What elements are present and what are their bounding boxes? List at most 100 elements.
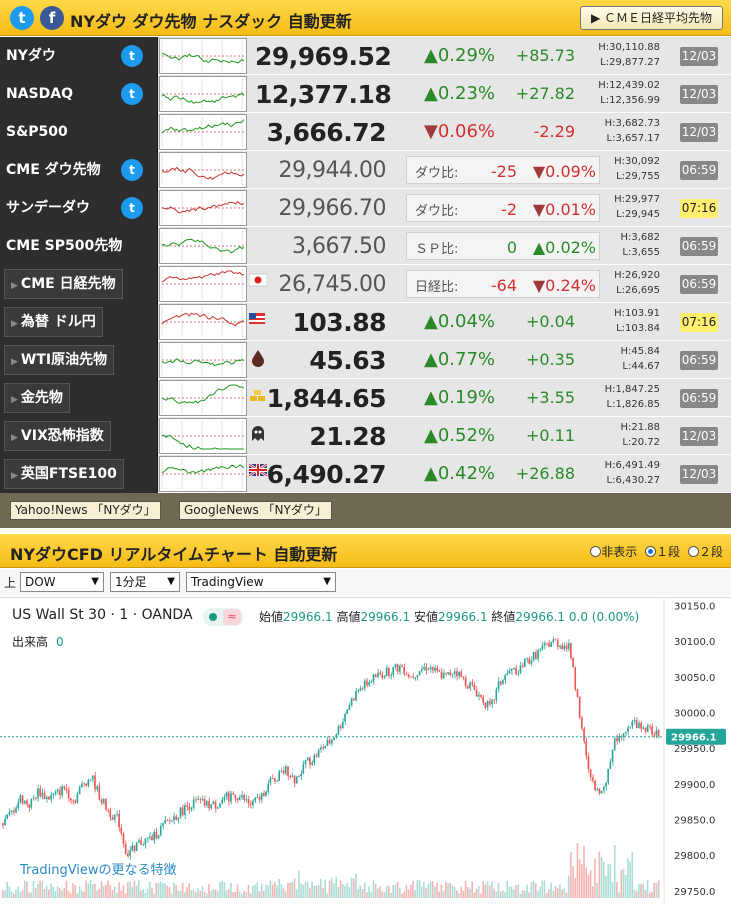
volume-bar (205, 893, 208, 898)
mini-chart[interactable] (159, 456, 247, 492)
radio-one-row[interactable] (645, 546, 657, 557)
market-name-cell[interactable]: CME ダウ先物 t (0, 151, 158, 189)
volume-bar (177, 890, 180, 898)
volume-bar (135, 885, 138, 898)
volume-bar (456, 890, 458, 898)
price-plot[interactable]: 29750.0 29800.0 29850.0 29900.0 29950.0 30000… (0, 598, 731, 904)
candle-body (513, 668, 515, 669)
y-tick-label: 29900.0 (674, 780, 715, 791)
volume-bar (401, 893, 403, 898)
candle-body (515, 668, 517, 675)
mini-chart[interactable] (159, 76, 247, 112)
market-name[interactable]: ▶ 金先物 (4, 383, 70, 413)
market-row[interactable]: サンデーダウ t 29,966.70 ダウ比: -2 ▼0.01% H:29,977 L:29… (0, 189, 731, 227)
market-row[interactable]: ▶ 金先物 1,844.65 ▲0.19% +3.55 H:1,847.25 L:1,826… (0, 379, 731, 417)
market-row[interactable]: NASDAQ t 12,377.18 ▲0.23% +27.82 H:12,439.02 L… (0, 75, 731, 113)
market-name-cell[interactable]: ▶ VIX恐怖指数 (0, 417, 158, 455)
market-name[interactable]: ▶ 為替 ドル円 (4, 307, 103, 337)
market-row[interactable]: ▶ CME 日経先物 26,745.00 日経比: -64 ▼0.24% H:26,920 L… (0, 265, 731, 303)
market-name-cell[interactable]: NASDAQ t (0, 75, 158, 113)
volume-bar (436, 882, 438, 898)
market-name-cell[interactable]: ▶ CME 日経先物 (0, 265, 158, 303)
volume-bar (464, 880, 467, 898)
market-row[interactable]: NYダウ t 29,969.52 ▲0.29% +85.73 H:30,110.88 L:2… (0, 37, 731, 75)
market-row[interactable]: ▶ VIX恐怖指数 21.28 ▲0.52% +0.11 H:21.88 L:20.72 12… (0, 417, 731, 455)
radio-two-row[interactable] (687, 546, 699, 557)
candle-body (598, 788, 601, 794)
market-name[interactable]: ▶ CME 日経先物 (4, 269, 123, 299)
volume-bar (118, 882, 120, 898)
twitter-icon[interactable]: t (121, 159, 143, 181)
source-select[interactable]: TradingView ▼ (186, 572, 336, 592)
facebook-icon[interactable]: f (40, 6, 64, 30)
volume-bar (418, 880, 421, 898)
twitter-icon[interactable]: t (121, 197, 143, 219)
mini-chart[interactable] (159, 114, 247, 150)
comparison-label: ダウ比: (415, 204, 459, 219)
candle-body (616, 738, 618, 742)
mini-chart[interactable] (159, 342, 247, 378)
candle-body (532, 652, 535, 660)
low-value: L:103.84 (616, 323, 660, 334)
candle-body (21, 795, 24, 804)
volume-bar (486, 881, 489, 898)
volume-bar (287, 882, 289, 898)
tradingview-chart[interactable]: 29750.0 29800.0 29850.0 29900.0 29950.0 30000… (0, 597, 731, 904)
mini-chart[interactable] (159, 38, 247, 74)
low-value: L:6,430.27 (606, 475, 660, 486)
twitter-icon[interactable]: t (121, 83, 143, 105)
comparison-box: ＳＰ比: 0 ▲0.02% (406, 232, 600, 260)
candle-body (175, 816, 177, 820)
market-row[interactable]: ▶ 英国FTSE100 6,490.27 ▲0.42% +26.88 H:6,491.49… (0, 455, 731, 493)
market-name-cell[interactable]: サンデーダウ t (0, 189, 158, 227)
market-row[interactable]: S&P500 3,666.72 ▼0.06% -2.29 H:3,682.73 L:3,6… (0, 113, 731, 151)
market-row[interactable]: CME SP500先物 3,667.50 ＳＰ比: 0 ▲0.02% H:3,682 L:3… (0, 227, 731, 265)
tradingview-promo-link[interactable]: TradingViewの更なる特徴 (20, 863, 177, 878)
symbol-select[interactable]: DOW ▼ (20, 572, 104, 592)
market-row[interactable]: CME ダウ先物 t 29,944.00 ダウ比: -25 ▼0.09% H:30,092 L… (0, 151, 731, 189)
mini-chart[interactable] (159, 418, 247, 454)
market-name-cell[interactable]: ▶ 英国FTSE100 (0, 455, 158, 493)
market-name-cell[interactable]: ▶ 為替 ドル円 (0, 303, 158, 341)
volume-bar (556, 888, 559, 898)
point-change: +0.35 (525, 350, 575, 369)
market-row[interactable]: ▶ 為替 ドル円 103.88 ▲0.04% +0.04 H:103.91 L:103.84… (0, 303, 731, 341)
market-name-cell[interactable]: ▶ WTI原油先物 (0, 341, 158, 379)
volume-bar (655, 882, 658, 898)
twitter-icon[interactable]: t (121, 45, 143, 67)
mini-chart[interactable] (159, 228, 247, 264)
volume-bar (269, 880, 272, 898)
radio-hide[interactable] (590, 546, 602, 557)
mini-chart[interactable] (159, 190, 247, 226)
market-name-cell[interactable]: ▶ 金先物 (0, 379, 158, 417)
mini-chart[interactable] (159, 380, 247, 416)
candle-body (155, 831, 158, 839)
mini-chart[interactable] (159, 304, 247, 340)
candle-body (28, 804, 30, 808)
candle-body (491, 699, 493, 705)
mini-chart[interactable] (159, 152, 247, 188)
market-name-cell[interactable]: NYダウ t (0, 37, 158, 75)
candle-body (640, 722, 642, 729)
market-name-cell[interactable]: S&P500 (0, 113, 158, 151)
candle-body (488, 701, 491, 705)
google-news-link[interactable]: GoogleNews 「NYダウ」 (179, 501, 332, 520)
market-name[interactable]: ▶ 英国FTSE100 (4, 459, 124, 489)
volume-bar (480, 893, 482, 898)
volume-bar (32, 880, 35, 898)
twitter-icon[interactable]: t (10, 6, 34, 30)
mini-chart[interactable] (159, 266, 247, 302)
market-row[interactable]: ▶ WTI原油先物 45.63 ▲0.77% +0.35 H:45.84 L:44.67 06… (0, 341, 731, 379)
update-time: 06:59 (680, 237, 718, 256)
candle-body (313, 755, 316, 763)
volume-bar (219, 881, 221, 898)
point-change: +27.82 (515, 84, 575, 103)
market-name[interactable]: ▶ VIX恐怖指数 (4, 421, 111, 451)
sparkline-line (161, 464, 245, 474)
yahoo-news-link[interactable]: Yahoo!News 「NYダウ」 (10, 501, 161, 520)
cme-nikkei-button[interactable]: ▶ ＣＭＥ日経平均先物 (579, 6, 723, 30)
market-name[interactable]: ▶ WTI原油先物 (4, 345, 115, 375)
high-value: H:26,920 (614, 270, 660, 281)
market-name-cell[interactable]: CME SP500先物 (0, 227, 158, 265)
interval-select[interactable]: 1分足 ▼ (110, 572, 180, 592)
